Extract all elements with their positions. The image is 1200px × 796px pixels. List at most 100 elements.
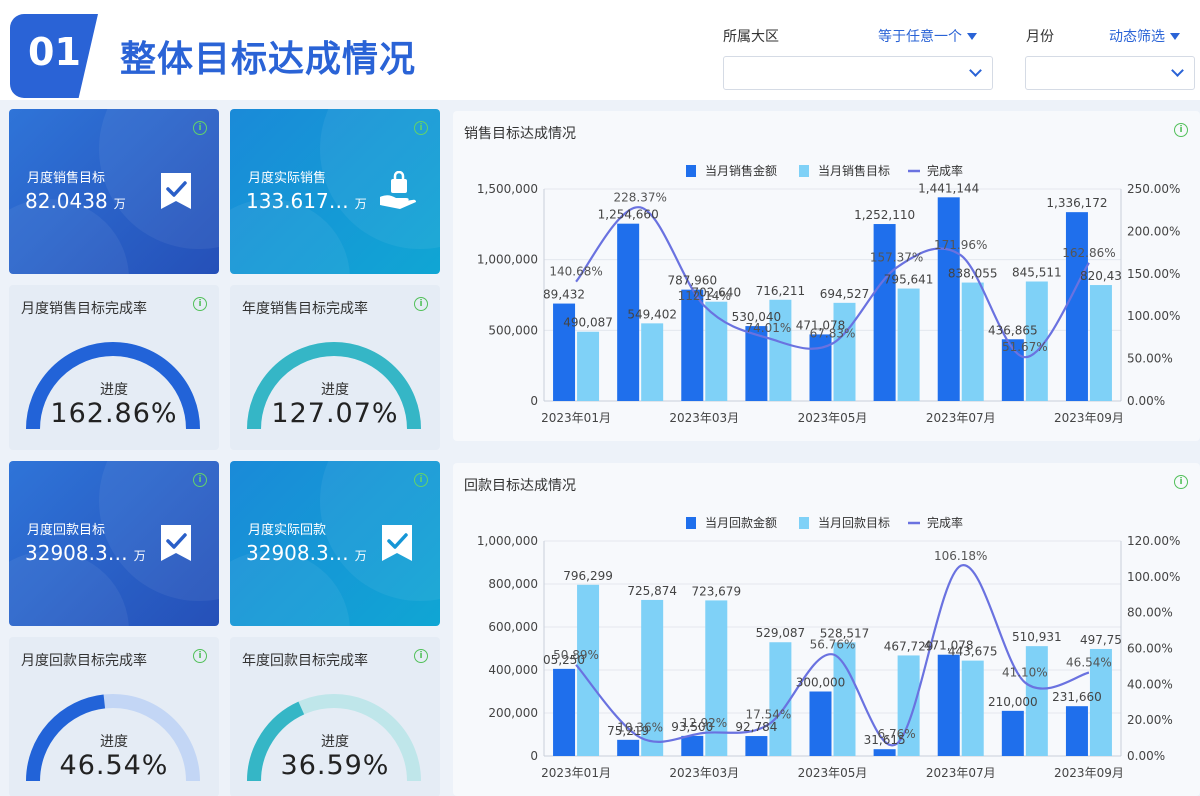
- month-filter-select[interactable]: [1025, 56, 1195, 90]
- x-tick-label: 2023年03月: [669, 766, 739, 780]
- sales-chart-panel: 销售目标达成情况 i 当月销售金额 当月销售目标 完成率 0 500,000 1,000,…: [453, 111, 1200, 441]
- rate-label: 171.96%: [934, 238, 987, 252]
- bookmark-check-icon: [161, 173, 191, 209]
- gauge-arc: [247, 342, 421, 430]
- x-tick-label: 2023年01月: [541, 766, 611, 780]
- info-icon[interactable]: i: [1174, 475, 1188, 489]
- y-tick-label: 1,000,000: [477, 253, 538, 267]
- rate-label: 6.76%: [878, 727, 916, 741]
- payment-actual-card: i 月度实际回款 32908.3… 万: [230, 461, 440, 626]
- legend-label: 完成率: [927, 515, 963, 530]
- rate-label: 112.14%: [678, 289, 731, 303]
- rate-label: 41.10%: [1002, 665, 1048, 679]
- bookmark-check-icon: [161, 525, 191, 561]
- rate-label: 228.37%: [613, 190, 666, 204]
- bar-actual: [681, 735, 704, 756]
- bar-target-label: 443,675: [948, 645, 998, 659]
- page-header: 01 整体目标达成情况 所属大区 等于任意一个 月份 动态筛选: [0, 0, 1200, 100]
- month-filter-mode[interactable]: 动态筛选: [1109, 26, 1180, 46]
- bar-actual-label: 93,500: [671, 720, 713, 734]
- bar-target: [1089, 285, 1112, 401]
- sales-actual-card: i 月度实际销售 133.617… 万: [230, 109, 440, 274]
- bar-target: [1025, 646, 1048, 756]
- bar-target: [1025, 281, 1048, 401]
- bar-actual: [1065, 706, 1088, 756]
- chart-legend: 当月销售金额 当月销售目标 完成率: [686, 163, 963, 178]
- bar-actual-label: 530,040: [732, 310, 782, 324]
- gauge-label: 月度销售目标完成率: [21, 301, 147, 317]
- payment-target-card: i 月度回款目标 32908.3… 万: [9, 461, 219, 626]
- y2-tick-label: 80.00%: [1127, 606, 1173, 620]
- y-tick-label: 200,000: [488, 706, 538, 720]
- x-tick-label: 2023年07月: [926, 411, 996, 425]
- legend-label: 当月回款金额: [705, 515, 777, 530]
- gauge-value: 127.07%: [271, 398, 399, 429]
- bar-actual-label: 210,000: [988, 695, 1038, 709]
- bar-target: [833, 642, 856, 756]
- payment-target-value: 32908.3… 万: [25, 541, 146, 565]
- sales-actual-value: 133.617… 万: [246, 189, 367, 213]
- info-icon[interactable]: i: [193, 473, 207, 487]
- info-icon[interactable]: i: [193, 121, 207, 135]
- bar-actual-label: 05,250: [543, 653, 585, 667]
- info-icon[interactable]: i: [1174, 123, 1188, 137]
- sales-target-card: i 月度销售目标 82.0438 万: [9, 109, 219, 274]
- gauge-fill: [247, 342, 421, 430]
- rate-label: 162.86%: [1062, 246, 1115, 260]
- bar-actual-label: 31,615: [864, 733, 906, 747]
- bar-target: [1089, 648, 1112, 756]
- month-filter-label: 月份: [1026, 29, 1054, 45]
- rate-line: [575, 206, 1090, 359]
- info-icon[interactable]: i: [414, 297, 428, 311]
- rate-label: 10.36%: [617, 720, 663, 734]
- bar-actual: [617, 739, 640, 756]
- bar-target-label: 723,679: [691, 584, 741, 598]
- rate-label: 12.92%: [681, 716, 727, 730]
- info-icon[interactable]: i: [414, 649, 428, 663]
- payment-actual-label: 月度实际回款: [248, 523, 327, 538]
- x-tick-label: 2023年07月: [926, 766, 996, 780]
- y2-tick-label: 0.00%: [1127, 749, 1165, 763]
- bar-target: [641, 599, 664, 756]
- bar-actual: [553, 303, 576, 401]
- info-icon[interactable]: i: [193, 297, 207, 311]
- info-icon[interactable]: i: [414, 473, 428, 487]
- bar-target-label: 725,874: [627, 584, 677, 598]
- bar-target: [577, 331, 600, 401]
- rate-line: [575, 564, 1090, 747]
- bar-target-label: 795,641: [884, 273, 934, 287]
- x-tick-label: 2023年09月: [1054, 411, 1124, 425]
- gauge-value: 46.54%: [59, 750, 169, 781]
- gauge-caption: 进度: [100, 382, 128, 398]
- y2-tick-label: 100.00%: [1127, 309, 1180, 323]
- month-filter-mode-text: 动态筛选: [1109, 29, 1165, 45]
- bar-actual: [937, 197, 960, 401]
- y-tick-label: 600,000: [488, 620, 538, 634]
- bar-target-label: 529,087: [756, 626, 806, 640]
- bar-actual: [745, 736, 768, 756]
- bookmark-check-icon: [382, 525, 412, 561]
- bar-actual-label: 787,960: [667, 274, 717, 288]
- region-filter-label: 所属大区: [723, 29, 779, 45]
- bar-target-label: 702,640: [691, 286, 741, 300]
- gauge-fill: [26, 342, 200, 430]
- payment-month-gauge-card: 月度回款目标完成率 i 进度 46.54%: [9, 637, 219, 796]
- gauge-caption: 进度: [100, 734, 128, 750]
- bar-target-label: 490,087: [563, 316, 613, 330]
- bar-target-label: 845,511: [1012, 266, 1062, 280]
- page-title: 整体目标达成情况: [120, 39, 417, 80]
- y2-tick-label: 0.00%: [1127, 394, 1165, 408]
- region-filter-select[interactable]: [723, 56, 993, 90]
- gauge-fill: [26, 694, 106, 782]
- bar-target-label: 510,931: [1012, 630, 1062, 644]
- info-icon[interactable]: i: [414, 121, 428, 135]
- info-icon[interactable]: i: [193, 649, 207, 663]
- legend-swatch: [686, 165, 696, 177]
- bar-actual-label: 231,660: [1052, 690, 1102, 704]
- bar-actual: [937, 654, 960, 756]
- bar-target: [897, 288, 920, 401]
- bar-target: [961, 660, 984, 756]
- gauge-value: 36.59%: [280, 750, 390, 781]
- bar-target-label: 497,75: [1080, 633, 1122, 647]
- region-filter-mode[interactable]: 等于任意一个: [878, 26, 977, 46]
